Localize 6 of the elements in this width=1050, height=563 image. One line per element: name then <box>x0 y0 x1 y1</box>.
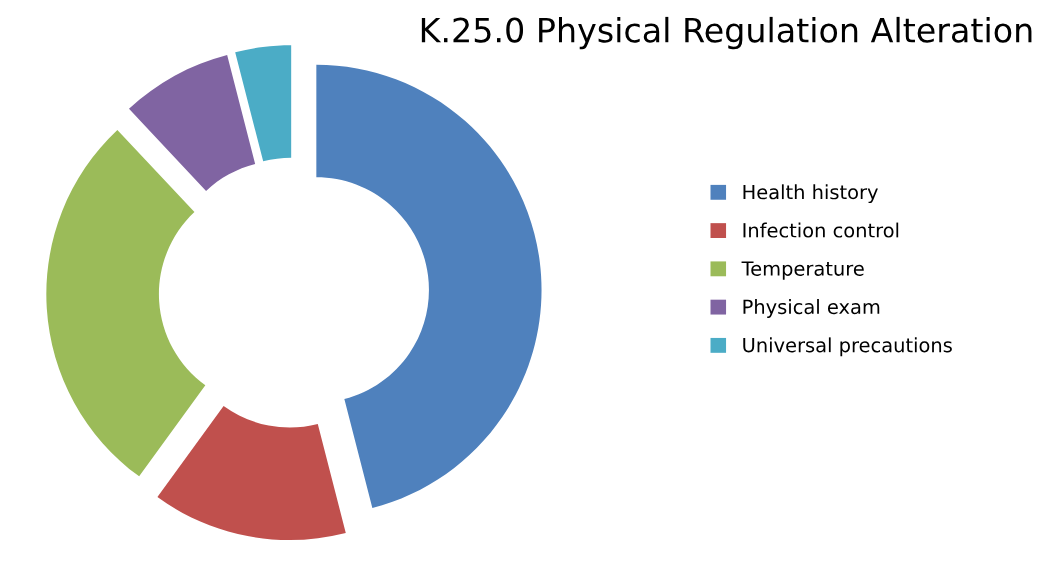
legend-label: Temperature <box>741 261 864 280</box>
legend-label: Universal precautions <box>743 337 952 357</box>
chart-title: K.25.0 Physical Regulation Alteration <box>421 16 1032 50</box>
legend-label: Health history <box>743 184 878 204</box>
legend-label: Infection control <box>743 222 899 238</box>
legend-label: Physical exam <box>743 299 880 318</box>
